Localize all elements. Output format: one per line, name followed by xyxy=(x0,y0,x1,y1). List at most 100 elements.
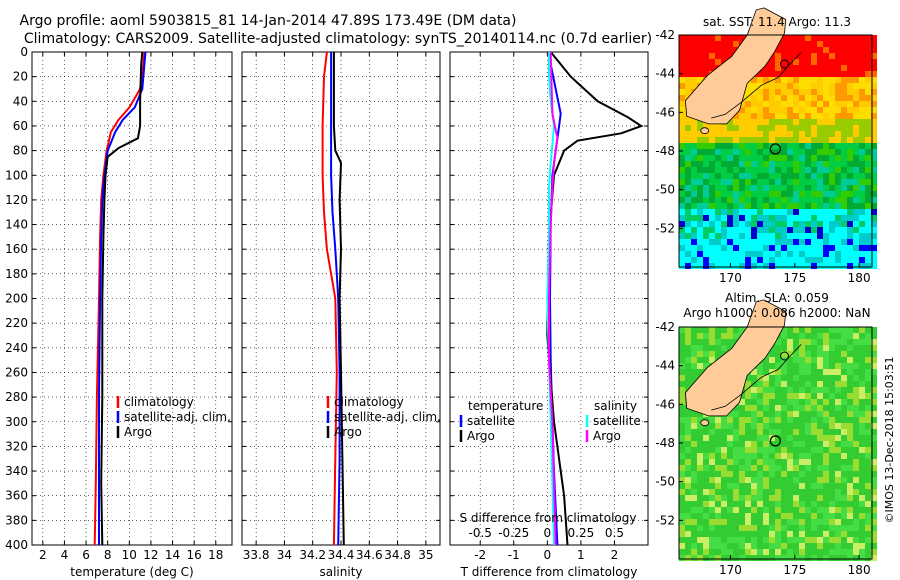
y-tick-label: -52 xyxy=(655,513,675,527)
map-cell xyxy=(685,239,691,245)
y-tick-label: 220 xyxy=(5,316,28,330)
map-cell xyxy=(697,369,703,375)
map-cell xyxy=(823,423,829,429)
map-cell xyxy=(691,525,697,531)
map-cell xyxy=(871,173,877,179)
map-cell xyxy=(709,35,715,41)
map-cell xyxy=(763,537,769,543)
legend-title-salinity: salinity xyxy=(594,399,637,413)
map-cell xyxy=(775,495,781,501)
map-cell xyxy=(823,101,829,107)
map-cell xyxy=(841,257,847,263)
map-cell xyxy=(793,369,799,375)
map-cell xyxy=(859,501,865,507)
map-cell xyxy=(805,251,811,257)
map-cell xyxy=(709,227,715,233)
map-cell xyxy=(859,441,865,447)
map-cell xyxy=(751,447,757,453)
map-cell xyxy=(685,375,691,381)
map-cell xyxy=(823,149,829,155)
map-cell xyxy=(781,405,787,411)
map-cell xyxy=(733,465,739,471)
map-cell xyxy=(853,101,859,107)
map-cell xyxy=(721,483,727,489)
map-cell xyxy=(781,339,787,345)
map-cell xyxy=(751,435,757,441)
map-cell xyxy=(745,429,751,435)
map-cell xyxy=(805,257,811,263)
map-cell xyxy=(799,327,805,333)
map-cell xyxy=(787,435,793,441)
map-cell xyxy=(703,507,709,513)
map-cell xyxy=(787,125,793,131)
map-cell xyxy=(835,107,841,113)
map-cell xyxy=(721,209,727,215)
map-cell xyxy=(835,137,841,143)
map-cell xyxy=(775,411,781,417)
map-cell xyxy=(769,417,775,423)
map-cell xyxy=(853,215,859,221)
map-cell xyxy=(859,71,865,77)
map-cell xyxy=(697,357,703,363)
map-cell xyxy=(853,113,859,119)
map-cell xyxy=(811,327,817,333)
map-cell xyxy=(811,513,817,519)
map-cell xyxy=(823,257,829,263)
map-cell xyxy=(871,399,877,405)
map-cell xyxy=(811,411,817,417)
map-cell xyxy=(835,471,841,477)
map-cell xyxy=(799,429,805,435)
map-cell xyxy=(775,531,781,537)
map-cell xyxy=(823,519,829,525)
map-cell xyxy=(727,35,733,41)
map-cell xyxy=(859,137,865,143)
map-cell xyxy=(823,411,829,417)
map-cell xyxy=(793,95,799,101)
map-cell xyxy=(817,555,823,561)
map-cell xyxy=(829,357,835,363)
series-line-salinity-satellite xyxy=(546,52,556,546)
map-cell xyxy=(739,197,745,203)
map-cell xyxy=(847,125,853,131)
map-cell xyxy=(865,161,871,167)
map-cell xyxy=(745,155,751,161)
map-cell xyxy=(679,95,685,101)
map-cell xyxy=(835,381,841,387)
map-cell xyxy=(829,459,835,465)
map-cell xyxy=(871,507,877,513)
map-cell xyxy=(781,149,787,155)
map-cell xyxy=(805,179,811,185)
map-cell xyxy=(739,35,745,41)
map-cell xyxy=(787,233,793,239)
map-cell xyxy=(709,525,715,531)
map-cell xyxy=(835,423,841,429)
map-cell xyxy=(703,41,709,47)
map-cell xyxy=(811,125,817,131)
map-cell xyxy=(691,531,697,537)
map-cell xyxy=(853,519,859,525)
map-cell xyxy=(757,257,763,263)
map-cell xyxy=(805,107,811,113)
map-cell xyxy=(763,71,769,77)
map-cell xyxy=(823,113,829,119)
map-cell xyxy=(799,333,805,339)
map-cell xyxy=(805,239,811,245)
map-cell xyxy=(817,257,823,263)
map-cell xyxy=(859,215,865,221)
map-cell xyxy=(835,161,841,167)
map-cell xyxy=(859,327,865,333)
map-cell xyxy=(721,125,727,131)
map-cell xyxy=(721,185,727,191)
map-cell xyxy=(859,185,865,191)
map-cell xyxy=(805,345,811,351)
map-cell xyxy=(757,423,763,429)
map-cell xyxy=(775,399,781,405)
map-cell xyxy=(799,393,805,399)
map-cell xyxy=(829,327,835,333)
map-cell xyxy=(739,507,745,513)
map-cell xyxy=(685,221,691,227)
map-cell xyxy=(685,555,691,561)
map-cell xyxy=(715,257,721,263)
map-cell xyxy=(691,125,697,131)
map-cell xyxy=(811,137,817,143)
